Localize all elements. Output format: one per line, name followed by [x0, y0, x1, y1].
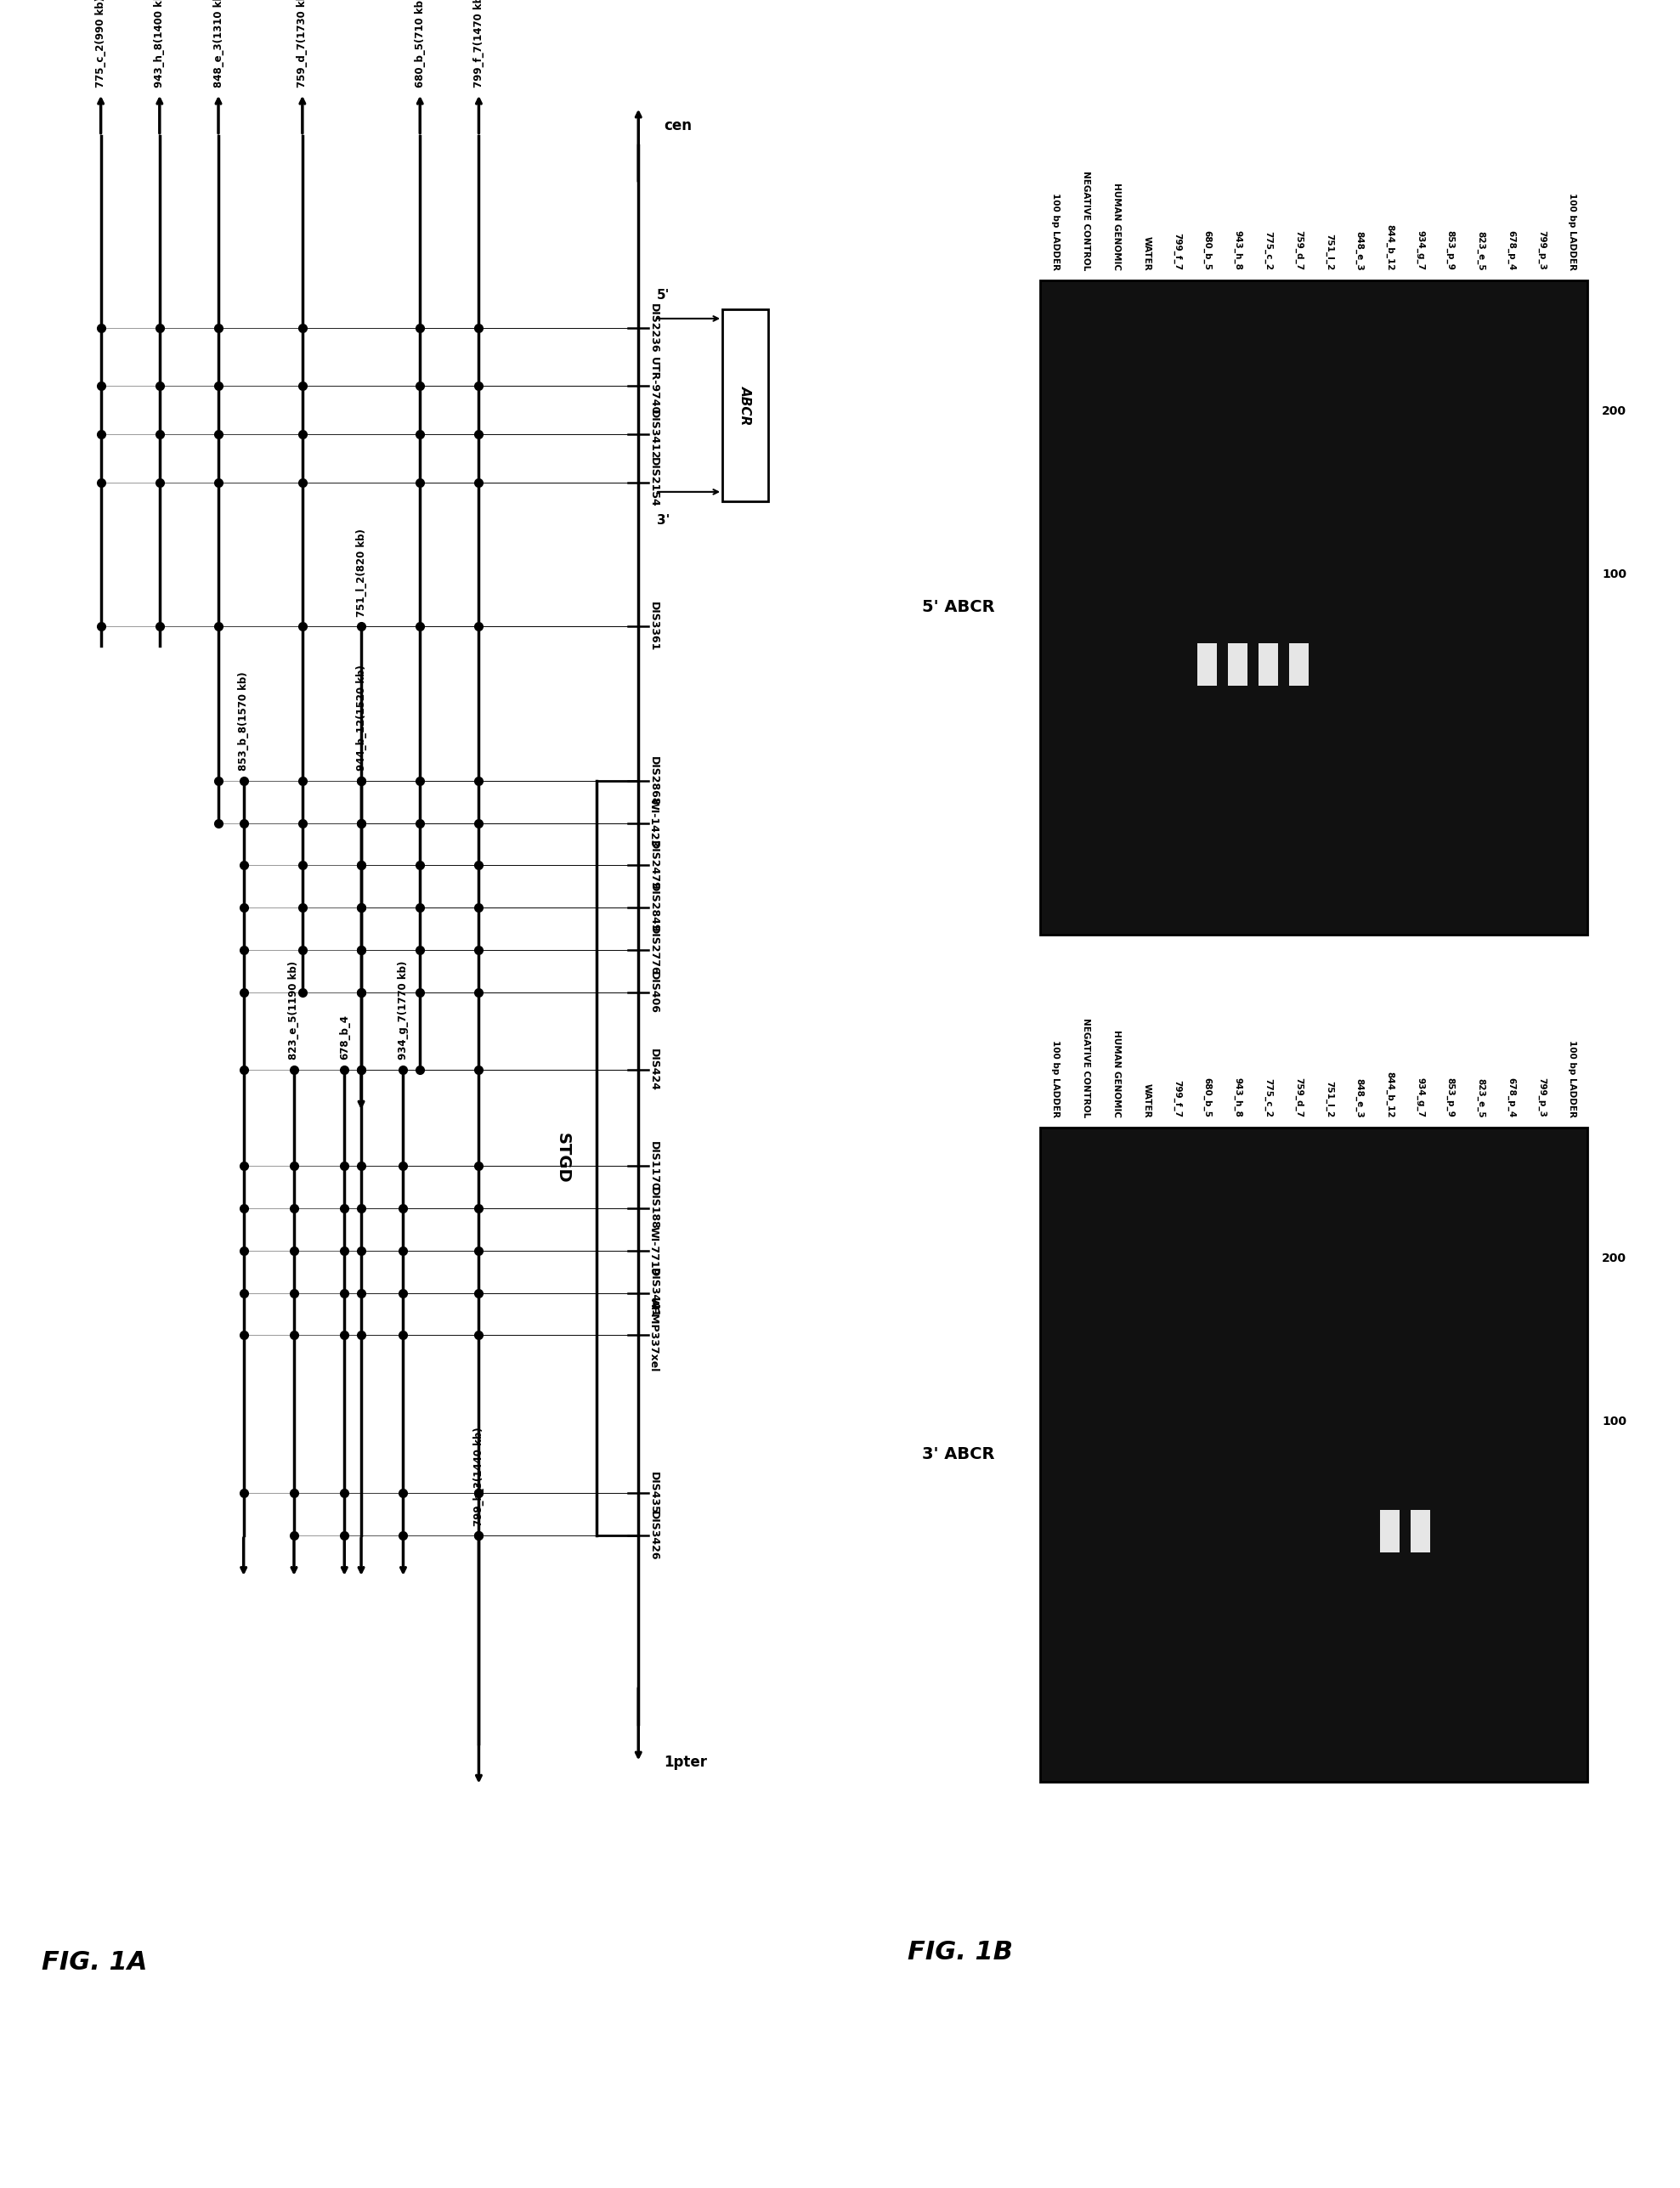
Text: DIS3441: DIS3441 — [648, 1267, 659, 1317]
Text: 853_p_9: 853_p_9 — [1446, 230, 1455, 271]
Text: 759_d_7(1730 kb): 759_d_7(1730 kb) — [297, 0, 307, 88]
Text: NEGATIVE CONTROL: NEGATIVE CONTROL — [1082, 1017, 1090, 1118]
Bar — [1198, 643, 1218, 687]
Text: DIS2236: DIS2236 — [648, 304, 659, 352]
Text: 751_l_2: 751_l_2 — [1324, 1081, 1334, 1118]
Bar — [1040, 1127, 1588, 1781]
Text: 853_b_8(1570 kb): 853_b_8(1570 kb) — [239, 672, 249, 770]
Text: 943_h_8(1400 kb): 943_h_8(1400 kb) — [155, 0, 165, 88]
Text: 100: 100 — [1603, 1416, 1626, 1429]
Text: DIS435: DIS435 — [648, 1473, 659, 1514]
Bar — [722, 309, 769, 501]
Bar — [1289, 643, 1309, 687]
Text: 934_g_7(1770 kb): 934_g_7(1770 kb) — [398, 961, 408, 1059]
Text: 943_h_8: 943_h_8 — [1233, 230, 1242, 271]
Text: 751_l_2(820 kb): 751_l_2(820 kb) — [356, 529, 366, 617]
Text: 848_e_3: 848_e_3 — [1356, 230, 1364, 271]
Text: 3' ABCR: 3' ABCR — [922, 1446, 995, 1462]
Text: WI-7719: WI-7719 — [648, 1225, 659, 1276]
Text: AFMP337xel: AFMP337xel — [648, 1297, 659, 1372]
Text: DIS188: DIS188 — [648, 1186, 659, 1230]
Text: WI-1423: WI-1423 — [648, 799, 659, 847]
Text: 200: 200 — [1603, 405, 1626, 418]
Text: 680_b_5: 680_b_5 — [1203, 230, 1211, 271]
Bar — [1258, 643, 1278, 687]
Text: 848_e_3: 848_e_3 — [1356, 1079, 1364, 1118]
Text: DIS3412: DIS3412 — [648, 409, 659, 459]
Text: 100 bp LADDER: 100 bp LADDER — [1052, 1039, 1060, 1118]
Text: 100 bp LADDER: 100 bp LADDER — [1052, 193, 1060, 271]
Text: 751_l_2: 751_l_2 — [1324, 234, 1334, 271]
Text: 680_b_5: 680_b_5 — [1203, 1079, 1211, 1118]
Text: FIG. 1B: FIG. 1B — [907, 1941, 1013, 1965]
Text: 678_p_4: 678_p_4 — [1507, 1076, 1515, 1118]
Text: DIS406: DIS406 — [648, 971, 659, 1013]
Bar — [1040, 280, 1588, 934]
Text: 799_b_3(1440 kb): 799_b_3(1440 kb) — [474, 1427, 484, 1525]
Text: 823_e_5: 823_e_5 — [1477, 1079, 1485, 1118]
Text: DIS1170: DIS1170 — [648, 1140, 659, 1190]
Text: 943_h_8: 943_h_8 — [1233, 1079, 1242, 1118]
Text: 848_e_3(1310 kb): 848_e_3(1310 kb) — [213, 0, 223, 88]
Text: 678_p_4: 678_p_4 — [1507, 230, 1515, 271]
Text: WATER: WATER — [1142, 236, 1151, 271]
Text: cen: cen — [664, 118, 692, 133]
Text: 853_p_9: 853_p_9 — [1446, 1079, 1455, 1118]
Text: 775_c_2: 775_c_2 — [1263, 232, 1272, 271]
Text: 5': 5' — [657, 289, 670, 302]
Text: 844_b_12: 844_b_12 — [1386, 223, 1394, 271]
Text: ABCR: ABCR — [739, 385, 753, 424]
Text: STGD: STGD — [554, 1133, 571, 1184]
Text: 944_b_12(1520 kb): 944_b_12(1520 kb) — [356, 665, 366, 770]
Text: FIG. 1A: FIG. 1A — [42, 1950, 148, 1974]
Text: DIS424: DIS424 — [648, 1048, 659, 1092]
Text: 934_g_7: 934_g_7 — [1416, 230, 1425, 271]
Text: 934_g_7: 934_g_7 — [1416, 1076, 1425, 1118]
Text: 759_d_7: 759_d_7 — [1294, 1076, 1304, 1118]
Text: 775_c_2: 775_c_2 — [1263, 1079, 1272, 1118]
Text: NEGATIVE CONTROL: NEGATIVE CONTROL — [1082, 171, 1090, 271]
Text: DIS2868: DIS2868 — [648, 755, 659, 805]
Text: 5' ABCR: 5' ABCR — [922, 600, 995, 615]
Text: 799_f_7: 799_f_7 — [1173, 232, 1181, 271]
Text: 759_d_7: 759_d_7 — [1294, 230, 1304, 271]
Text: DIS3426: DIS3426 — [648, 1510, 659, 1560]
Text: WATER: WATER — [1142, 1083, 1151, 1118]
Text: 678_b_4: 678_b_4 — [339, 1015, 349, 1059]
Text: 100 bp LADDER: 100 bp LADDER — [1567, 1039, 1576, 1118]
Text: 100: 100 — [1603, 569, 1626, 580]
Text: DIS2479: DIS2479 — [648, 840, 659, 891]
Text: 680_b_5(710 kb): 680_b_5(710 kb) — [415, 0, 425, 88]
Text: 3': 3' — [657, 514, 670, 527]
Text: 775_c_2(990 kb): 775_c_2(990 kb) — [96, 0, 106, 88]
Bar — [1379, 1510, 1399, 1553]
Text: HUMAN GENOMIC: HUMAN GENOMIC — [1112, 1031, 1121, 1118]
Text: UTR-9740: UTR-9740 — [648, 357, 659, 416]
Text: 100 bp LADDER: 100 bp LADDER — [1567, 193, 1576, 271]
Text: 844_b_12: 844_b_12 — [1386, 1072, 1394, 1118]
Text: DIS3361: DIS3361 — [648, 602, 659, 652]
Bar — [1410, 1510, 1430, 1553]
Text: 799_p_3: 799_p_3 — [1537, 1079, 1546, 1118]
Text: DIS2154: DIS2154 — [648, 457, 659, 508]
Text: DIS2776: DIS2776 — [648, 926, 659, 976]
Text: 799_f_7: 799_f_7 — [1173, 1081, 1181, 1118]
Text: HUMAN GENOMIC: HUMAN GENOMIC — [1112, 184, 1121, 271]
Text: DIS2849: DIS2849 — [648, 884, 659, 932]
Text: 200: 200 — [1603, 1252, 1626, 1265]
Text: 823_e_5: 823_e_5 — [1477, 230, 1485, 271]
Text: 823_e_5(1190 kb): 823_e_5(1190 kb) — [289, 961, 299, 1059]
Text: 799_p_3: 799_p_3 — [1537, 230, 1546, 271]
Text: 1pter: 1pter — [664, 1755, 707, 1770]
Bar — [1228, 643, 1248, 687]
Text: 799_f_7(1470 kb): 799_f_7(1470 kb) — [474, 0, 484, 88]
